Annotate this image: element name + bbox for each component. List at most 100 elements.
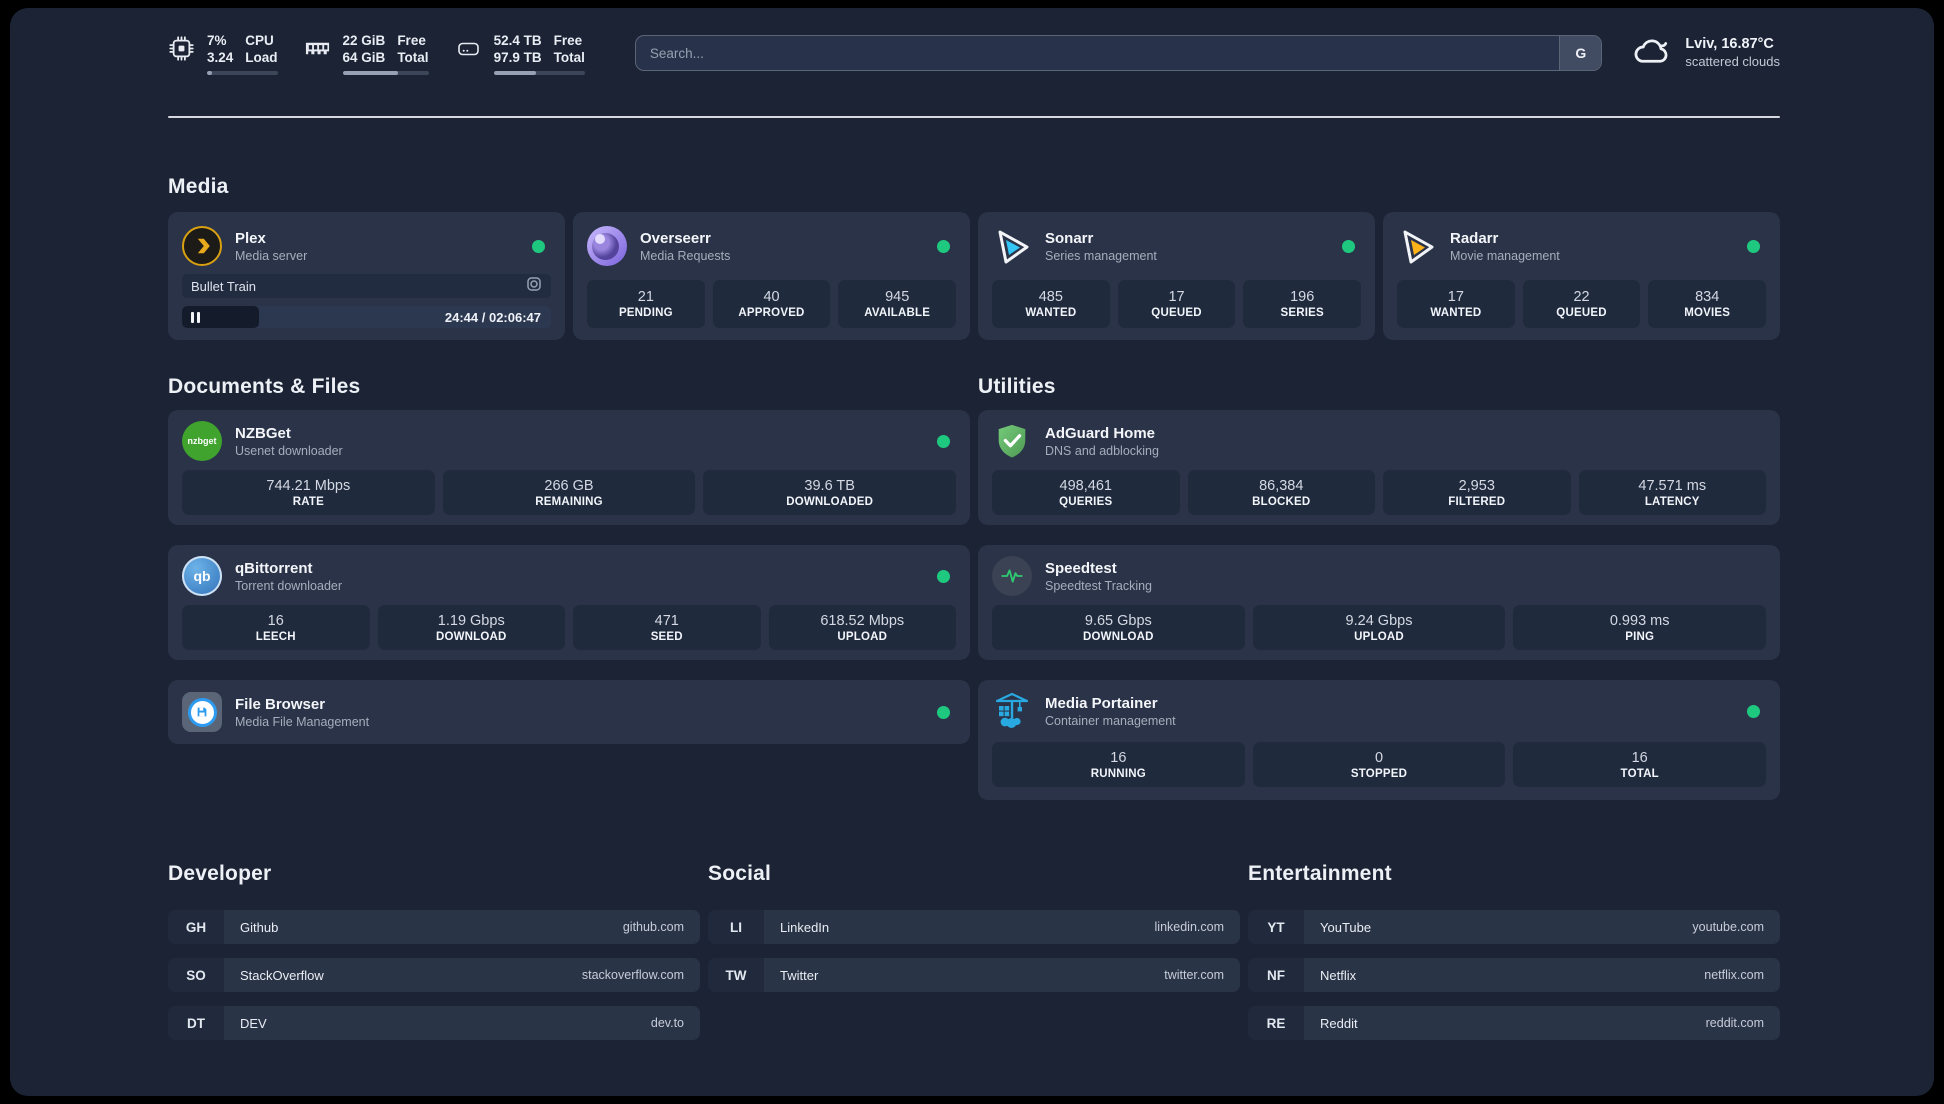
app-title: NZBGet [235,424,291,442]
stat-tile: 9.24 Gbps UPLOAD [1252,605,1506,650]
link-tag: YT [1248,910,1304,944]
qbittorrent-logo-icon: qb [182,556,222,596]
search-input[interactable] [635,36,1602,70]
app-card-portainer[interactable]: Media Portainer Container management 16 R… [978,680,1780,800]
link-url: twitter.com [1164,968,1224,982]
ram-progress-track [342,70,429,75]
stat-tile: 21 PENDING [587,280,705,328]
weather-widget: Lviv, 16.87°C scattered clouds [1630,35,1780,72]
link-url: dev.to [650,1016,684,1030]
app-subtitle: Media server [235,248,308,263]
app-card-radarr[interactable]: Radarr Movie management 17 WANTED 22 QUEUE… [1383,212,1780,340]
link-row-twitter[interactable]: TW Twitter twitter.com [708,958,1240,992]
app-subtitle: Torrent downloader [235,578,343,593]
weather-condition: scattered clouds [1685,54,1780,69]
section-heading-media: Media [168,175,229,198]
stat-tile: 40 APPROVED [712,280,831,328]
cpu-icon [168,35,195,62]
app-subtitle: Container management [1045,713,1176,728]
app-title: Radarr [1450,229,1499,247]
cpu-label: CPU [245,32,274,48]
stat-tile: 17 QUEUED [1117,280,1236,328]
weather-location-temp: Lviv, 16.87°C [1685,36,1774,52]
search-engine-button[interactable]: G [1559,36,1602,70]
app-card-nzbget[interactable]: nzbget NZBGet Usenet downloader 744.21 M… [168,410,970,525]
app-card-filebrowser[interactable]: File Browser Media File Management [168,680,970,744]
section-heading-utilities: Utilities [978,375,1056,398]
stat-tile: 618.52 Mbps UPLOAD [768,605,956,650]
link-row-reddit[interactable]: RE Reddit reddit.com [1248,1006,1780,1040]
link-url: stackoverflow.com [581,968,684,982]
link-row-stackoverflow[interactable]: SO StackOverflow stackoverflow.com [168,958,700,992]
stat-tile: 22 QUEUED [1522,280,1641,328]
link-row-dev[interactable]: DT DEV dev.to [168,1006,700,1040]
sonarr-logo-icon [992,226,1032,266]
ram-free-label: Free [397,32,426,48]
stat-tile: 9.65 Gbps DOWNLOAD [992,605,1245,650]
status-dot [1747,705,1760,718]
playback-progress-bar: 24:44 / 02:06:47 [182,306,551,328]
link-url: youtube.com [1692,920,1764,934]
link-tag: RE [1248,1006,1304,1040]
app-subtitle: Series management [1045,248,1157,263]
app-subtitle: DNS and adblocking [1045,443,1159,458]
pause-icon [191,311,194,323]
ram-free-value: 22 GiB [342,32,386,48]
top-bar: 7% 3.24 CPU Load 22 GiB [168,30,1780,76]
stat-tile: 0 STOPPED [1252,742,1506,787]
app-card-speedtest[interactable]: Speedtest Speedtest Tracking 9.65 Gbps DO… [978,545,1780,660]
ram-progress-fill [342,70,399,75]
overseerr-logo-icon [587,226,627,266]
stat-tile: 498,461 QUERIES [992,470,1180,515]
search-bar: G [634,35,1603,71]
app-card-sonarr[interactable]: Sonarr Series management 485 WANTED 17 QUE… [978,212,1375,340]
app-title: AdGuard Home [1045,424,1156,442]
app-card-overseerr[interactable]: Overseerr Media Requests 21 PENDING 40 APP… [573,212,970,340]
status-dot [937,706,950,719]
link-url: reddit.com [1705,1016,1764,1030]
adguard-logo-icon [992,421,1032,461]
filebrowser-logo-icon [182,692,222,732]
ram-total-value: 64 GiB [342,49,386,65]
status-dot [532,240,545,253]
app-card-qbittorrent[interactable]: qb qBittorrent Torrent downloader 16 LEEC… [168,545,970,660]
app-card-plex[interactable]: Plex Media server Bullet Train 24:44 / 0… [168,212,565,340]
stat-tile: 16 RUNNING [992,742,1245,787]
storage-stat-group: 52.4 TB 97.9 TB Free Total [455,32,585,75]
link-name: Twitter [780,967,819,983]
disk-free-label: Free [553,32,583,48]
link-name: YouTube [1320,919,1372,935]
stat-tile: 2,953 FILTERED [1383,470,1571,515]
stat-tile: 16 LEECH [182,605,370,650]
app-subtitle: Speedtest Tracking [1045,578,1153,593]
app-title: Media Portainer [1045,694,1158,712]
link-row-linkedin[interactable]: LI LinkedIn linkedin.com [708,910,1240,944]
stat-tile: 0.993 ms PING [1513,605,1767,650]
entertainment-links-column: Entertainment YT YouTube youtube.com NF N… [1248,860,1780,1040]
link-tag: NF [1248,958,1304,992]
plex-logo-icon [182,226,222,266]
link-row-github[interactable]: GH Github github.com [168,910,700,944]
memory-stat-group: 22 GiB 64 GiB Free Total [304,32,429,75]
link-url: netflix.com [1704,968,1764,982]
app-subtitle: Movie management [1450,248,1560,263]
app-subtitle: Media Requests [640,248,731,263]
link-row-netflix[interactable]: NF Netflix netflix.com [1248,958,1780,992]
link-url: linkedin.com [1154,920,1224,934]
media-card-row: Plex Media server Bullet Train 24:44 / 0… [168,212,1780,340]
link-tag: TW [708,958,764,992]
stat-tile: 1.19 Gbps DOWNLOAD [377,605,565,650]
stat-tile: 834 MOVIES [1648,280,1767,328]
utilities-column: Utilities AdGuard Home DNS and adblockin… [978,373,1780,800]
status-dot [937,240,950,253]
link-row-youtube[interactable]: YT YouTube youtube.com [1248,910,1780,944]
stat-tile: 47.571 ms LATENCY [1578,470,1766,515]
app-card-adguard[interactable]: AdGuard Home DNS and adblocking 498,461 Q… [978,410,1780,525]
link-tag: SO [168,958,224,992]
stat-tile: 744.21 Mbps RATE [182,470,435,515]
stat-tile: 485 WANTED [992,280,1110,328]
status-dot [937,570,950,583]
app-title: File Browser [235,695,326,713]
developer-links-column: Developer GH Github github.com SO StackOv… [168,860,700,1040]
link-name: Netflix [1320,967,1357,983]
